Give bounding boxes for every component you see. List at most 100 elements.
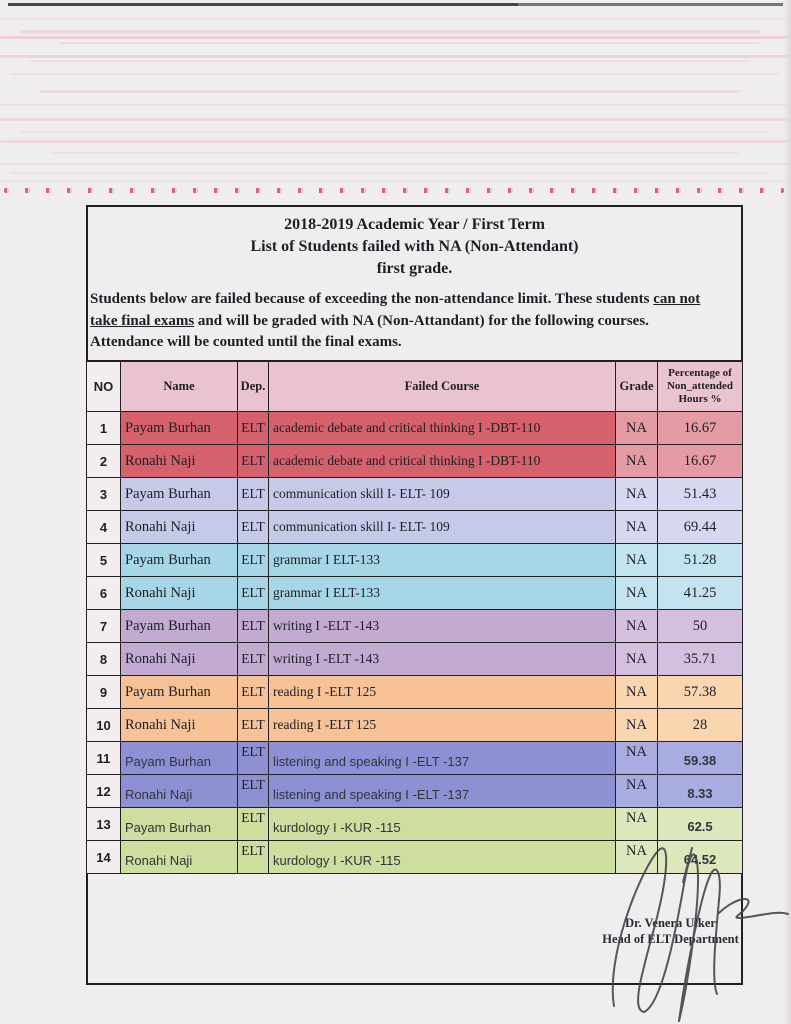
intro-text: Students below are failed because of exc…	[90, 291, 654, 307]
cell-course: communication skill I- ELT- 109	[269, 511, 616, 544]
cell-no: 9	[87, 676, 121, 709]
document-frame: 2018-2019 Academic Year / First Term Lis…	[86, 205, 743, 985]
cell-pct: 16.67	[658, 445, 742, 478]
cell-grade: NA	[616, 742, 658, 775]
intro-line: Attendance will be counted until the fin…	[90, 332, 739, 354]
scan-streak	[0, 55, 791, 58]
table-row: 10 Ronahi Naji ELT reading I -ELT 125 NA 28	[87, 709, 742, 742]
table-row: 2 Ronahi Naji ELT academic debate and criti…	[87, 445, 742, 478]
cell-dep: ELT	[238, 445, 269, 478]
cell-grade: NA	[616, 775, 658, 808]
cell-no: 8	[87, 643, 121, 676]
intro-paragraph: Students below are failed because of exc…	[88, 289, 741, 354]
scan-streak	[10, 73, 780, 75]
cell-no: 12	[87, 775, 121, 808]
cell-dep: ELT	[238, 676, 269, 709]
scan-streak	[20, 131, 770, 133]
cell-grade: NA	[616, 412, 658, 445]
scan-streak	[0, 140, 791, 143]
doc-title-line-2: List of Students failed with NA (Non-Att…	[250, 238, 579, 255]
cell-grade: NA	[616, 544, 658, 577]
failed-students-table: NO Name Dep. Failed Course Grade Percent…	[87, 360, 742, 874]
page-edge-shadow	[784, 0, 791, 1024]
cell-pct: 69.44	[658, 511, 742, 544]
scan-streak	[0, 36, 791, 39]
cell-dep: ELT	[238, 742, 269, 775]
cell-name: Payam Burhan	[121, 478, 238, 511]
table-row: 11 Payam Burhan ELT listening and speaking …	[87, 742, 742, 775]
cell-name: Payam Burhan	[121, 676, 238, 709]
cell-grade: NA	[616, 478, 658, 511]
cell-pct: 50	[658, 610, 742, 643]
cell-pct: 64.52	[658, 841, 742, 874]
intro-line: take final exams and will be graded with…	[90, 311, 739, 333]
title-block: 2018-2019 Academic Year / First Term Lis…	[88, 207, 741, 280]
cell-course: writing I -ELT -143	[269, 643, 616, 676]
cell-no: 14	[87, 841, 121, 874]
cell-no: 1	[87, 412, 121, 445]
cell-grade: NA	[616, 610, 658, 643]
cell-name: Payam Burhan	[121, 544, 238, 577]
cell-dep: ELT	[238, 709, 269, 742]
scan-streak	[0, 163, 791, 165]
cell-no: 7	[87, 610, 121, 643]
header-grade: Grade	[616, 362, 658, 412]
cell-pct: 57.38	[658, 676, 742, 709]
table-body: 1 Payam Burhan ELT academic debate and crit…	[87, 412, 742, 874]
cell-name: Ronahi Naji	[121, 841, 238, 874]
doc-title-line-1: 2018-2019 Academic Year / First Term	[284, 216, 545, 233]
cell-pct: 28	[658, 709, 742, 742]
cell-name: Payam Burhan	[121, 610, 238, 643]
cell-course: kurdology I -KUR -115	[269, 808, 616, 841]
cell-course: reading I -ELT 125	[269, 709, 616, 742]
cell-no: 11	[87, 742, 121, 775]
cell-grade: NA	[616, 808, 658, 841]
intro-underlined-phrase: take final exams	[90, 312, 195, 329]
cell-dep: ELT	[238, 610, 269, 643]
cell-dep: ELT	[238, 412, 269, 445]
cell-dep: ELT	[238, 841, 269, 874]
cell-pct: 51.28	[658, 544, 742, 577]
cell-name: Payam Burhan	[121, 808, 238, 841]
cell-pct: 41.25	[658, 577, 742, 610]
table-row: 5 Payam Burhan ELT grammar I ELT-133 NA 51.28	[87, 544, 742, 577]
cell-pct: 35.71	[658, 643, 742, 676]
cell-grade: NA	[616, 511, 658, 544]
cell-course: grammar I ELT-133	[269, 577, 616, 610]
intro-line: Students below are failed because of exc…	[90, 289, 739, 311]
cell-no: 3	[87, 478, 121, 511]
cell-course: listening and speaking I -ELT -137	[269, 742, 616, 775]
header-pct: Percentage of Non_attended Hours %	[658, 362, 742, 412]
cell-name: Ronahi Naji	[121, 445, 238, 478]
scan-streak	[40, 90, 740, 93]
scan-streak	[0, 18, 791, 20]
cell-no: 4	[87, 511, 121, 544]
table-row: 9 Payam Burhan ELT reading I -ELT 125 NA 57.3…	[87, 676, 742, 709]
cell-dep: ELT	[238, 577, 269, 610]
cell-grade: NA	[616, 676, 658, 709]
cell-no: 13	[87, 808, 121, 841]
header-name: Name	[121, 362, 238, 412]
cell-name: Payam Burhan	[121, 412, 238, 445]
cell-dep: ELT	[238, 808, 269, 841]
table-row: 6 Ronahi Naji ELT grammar I ELT-133 NA 41.25	[87, 577, 742, 610]
cell-course: kurdology I -KUR -115	[269, 841, 616, 874]
cell-name: Ronahi Naji	[121, 775, 238, 808]
cell-course: listening and speaking I -ELT -137	[269, 775, 616, 808]
cell-pct: 62.5	[658, 808, 742, 841]
cell-dep: ELT	[238, 544, 269, 577]
cell-name: Payam Burhan	[121, 742, 238, 775]
cell-course: writing I -ELT -143	[269, 610, 616, 643]
table-row: 13 Payam Burhan ELT kurdology I -KUR -115 NA…	[87, 808, 742, 841]
scan-streak	[10, 172, 770, 174]
scan-streak	[0, 118, 791, 121]
table-row: 4 Ronahi Naji ELT communication skill I- EL…	[87, 511, 742, 544]
cell-pct: 59.38	[658, 742, 742, 775]
cell-dep: ELT	[238, 478, 269, 511]
cell-course: grammar I ELT-133	[269, 544, 616, 577]
cell-dep: ELT	[238, 775, 269, 808]
scan-streak	[60, 42, 760, 44]
scan-streak	[0, 104, 791, 106]
intro-text: and will be graded with NA (Non-Attandan…	[194, 312, 649, 329]
